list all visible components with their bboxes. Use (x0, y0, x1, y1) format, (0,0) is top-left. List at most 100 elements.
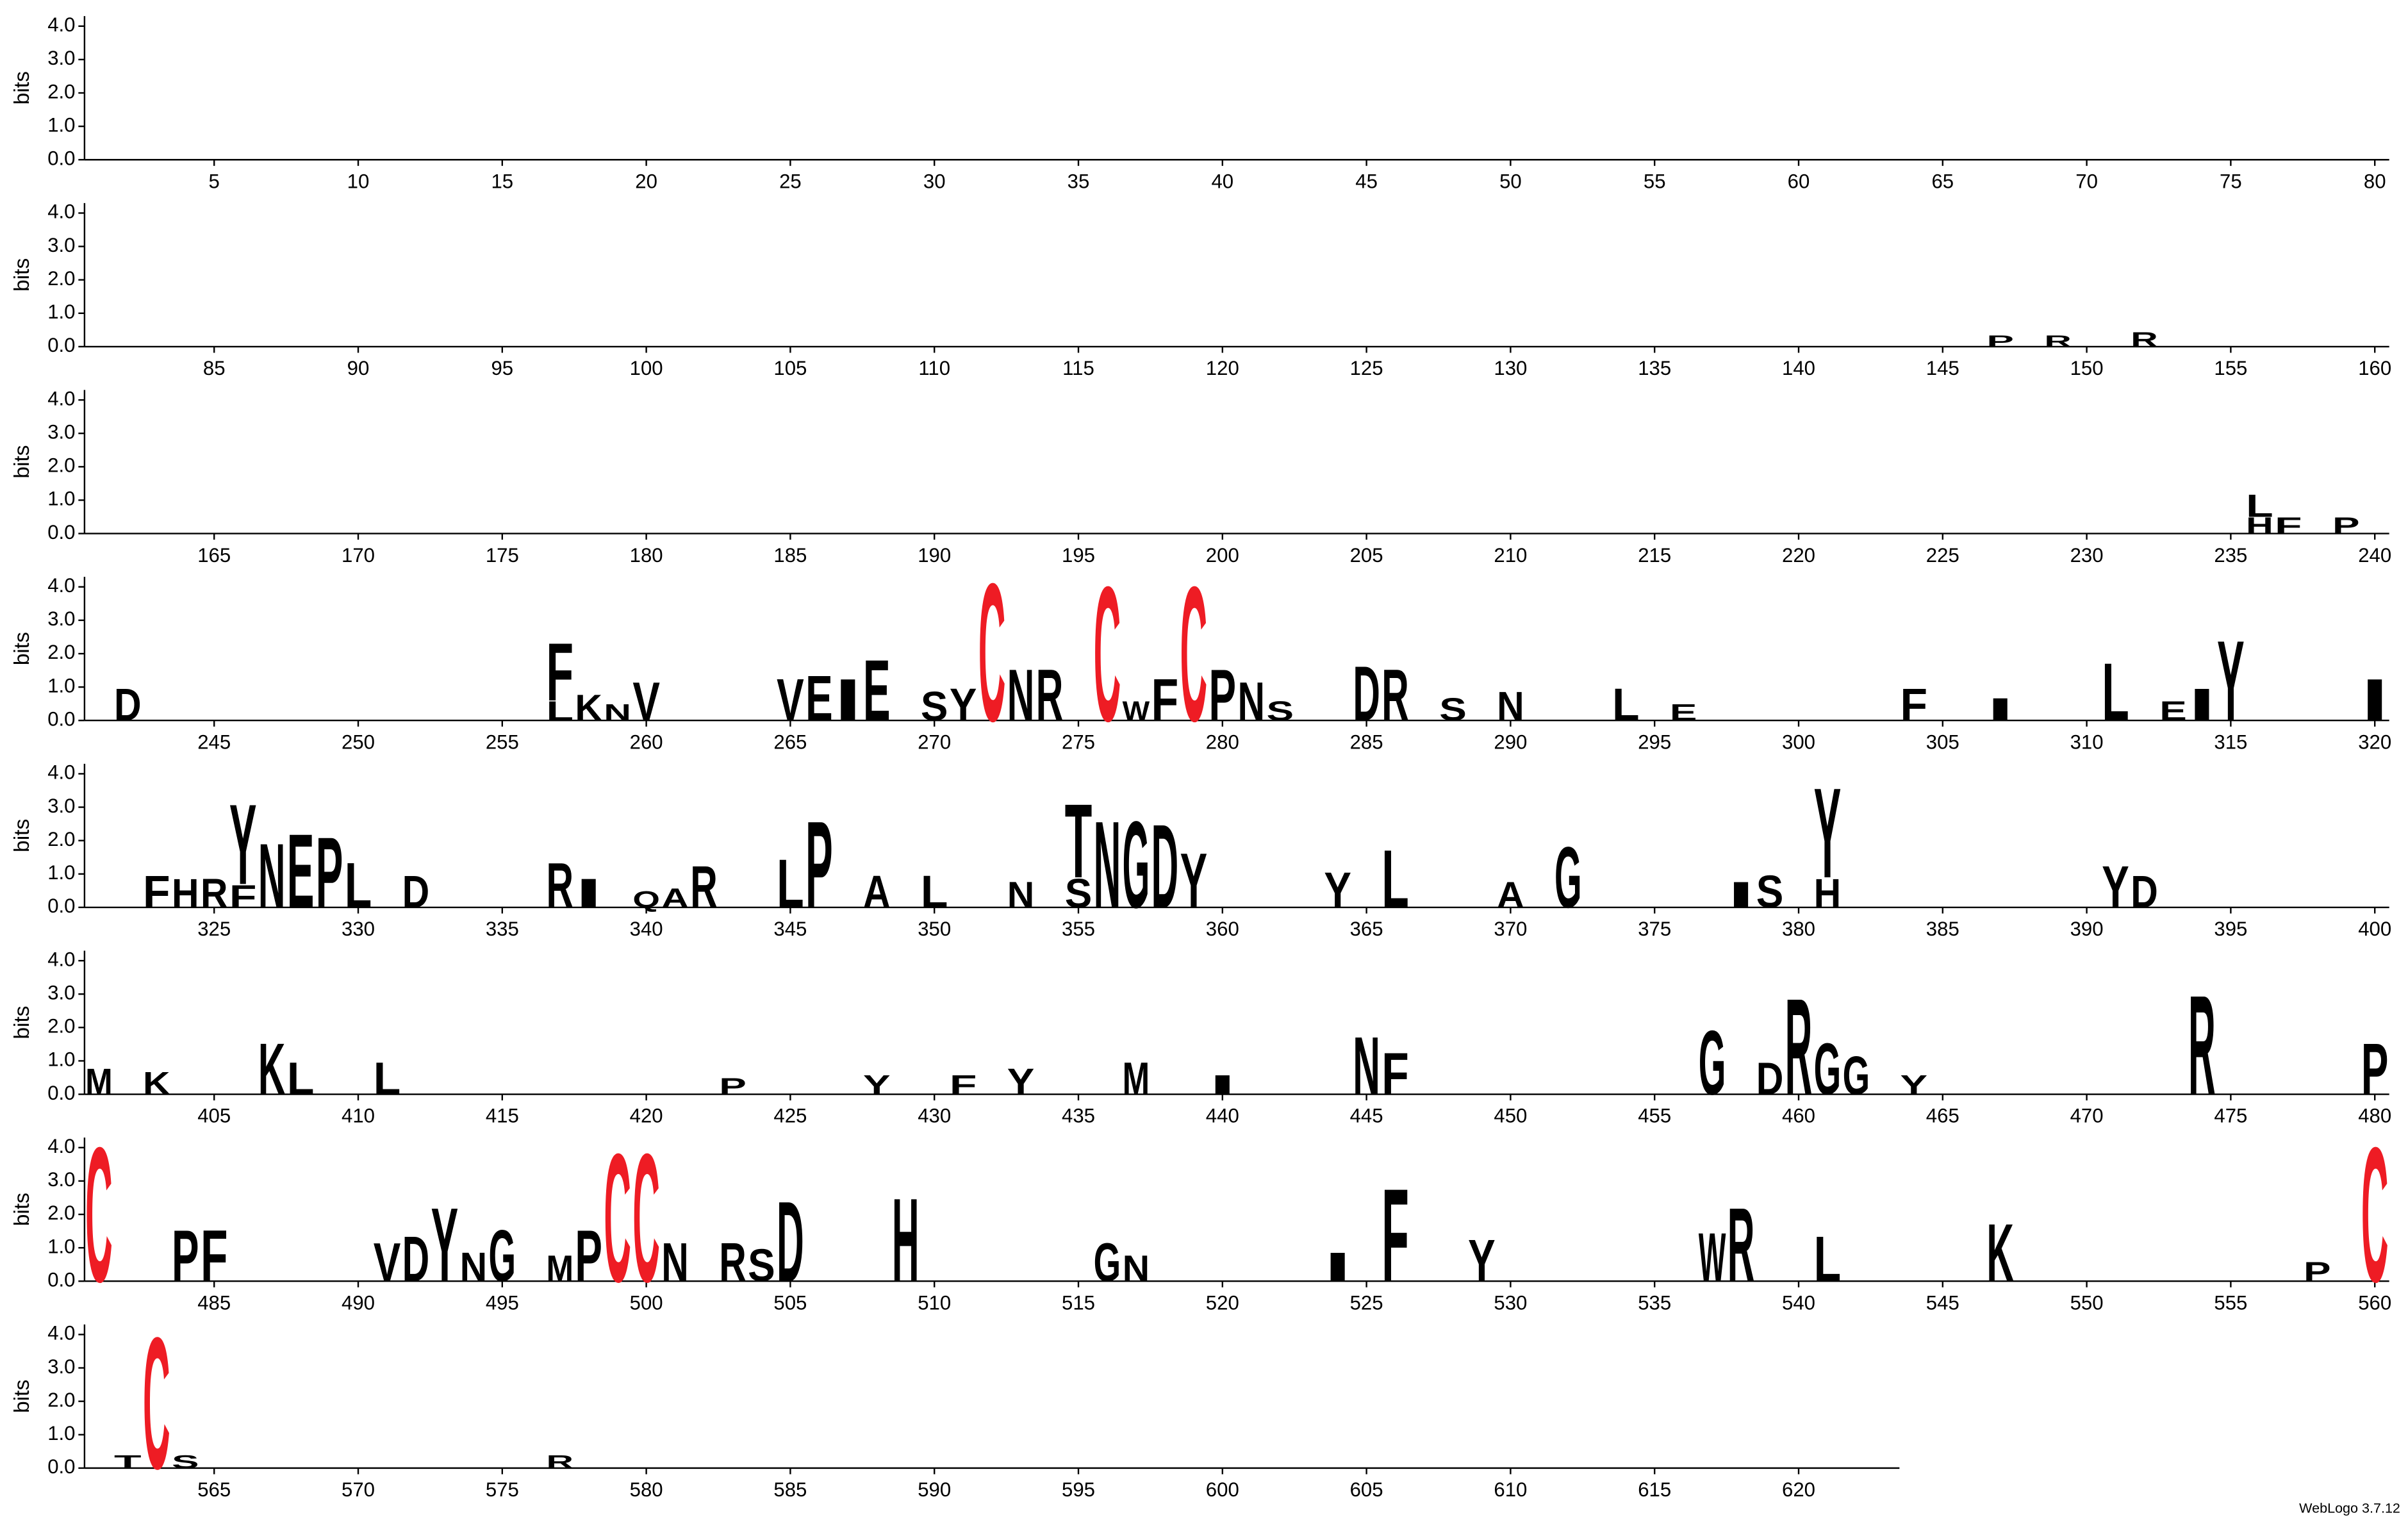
logo-letter: Y (1180, 838, 1208, 925)
x-tick-label: 20 (635, 170, 657, 192)
y-tick-label: 2.0 (47, 641, 75, 663)
logo-letter: D (777, 1179, 804, 1306)
x-tick-label: 50 (1499, 170, 1522, 192)
y-tick-label: 3.0 (47, 795, 75, 817)
x-tick-label: 250 (342, 731, 375, 753)
x-tick-label: 215 (1638, 544, 1671, 567)
y-tick-label: 0.0 (47, 707, 75, 730)
x-tick-label: 555 (2214, 1291, 2247, 1314)
x-tick-label: 600 (1206, 1478, 1239, 1501)
logo-letter: G (1814, 1029, 1842, 1111)
y-tick-label: 0.0 (47, 147, 75, 169)
logo-letter: A (661, 883, 689, 914)
logo-letter: V (374, 1232, 401, 1293)
logo-letter: Y (431, 1186, 459, 1304)
x-tick-label: 15 (491, 170, 513, 192)
logo-letter: R (546, 849, 573, 922)
x-tick-label: 610 (1494, 1478, 1527, 1501)
logo-letter: N (460, 1245, 488, 1290)
logo-letter: D (402, 1223, 430, 1295)
y-tick-label: 4.0 (47, 948, 75, 970)
x-tick-label: 40 (1211, 170, 1233, 192)
logo-letter: G (1699, 1012, 1726, 1114)
logo-letter: I (1324, 1245, 1351, 1290)
x-tick-label: 270 (918, 731, 951, 753)
logo-letter: R (1381, 654, 1409, 736)
x-tick-label: 165 (197, 544, 231, 567)
y-tick-label: 4.0 (47, 1135, 75, 1157)
x-tick-label: 320 (2358, 731, 2391, 753)
x-tick-label: 365 (1350, 918, 1383, 940)
logo-letter: A (1497, 874, 1524, 915)
x-tick-label: 115 (1062, 357, 1094, 379)
logo-letter: D (2131, 866, 2158, 918)
logo-letter: R (690, 853, 718, 920)
y-tick-label: 3.0 (47, 420, 75, 443)
logo-letter: R (2188, 966, 2216, 1125)
logo-letter: P (575, 1215, 602, 1297)
x-tick-label: 495 (486, 1291, 519, 1314)
logo-letter: L (374, 1054, 401, 1105)
logo-letter: R (546, 1452, 573, 1473)
x-tick-label: 615 (1638, 1478, 1671, 1501)
x-tick-label: 110 (918, 357, 950, 379)
logo-letter: F (950, 1070, 977, 1100)
x-tick-label: 385 (1926, 918, 1959, 940)
logo-letter: P (2361, 1029, 2389, 1111)
x-tick-label: 30 (923, 170, 946, 192)
logo-letter: S (748, 1240, 775, 1291)
y-tick-label: 4.0 (47, 201, 75, 223)
x-tick-label: 205 (1350, 544, 1383, 567)
y-tick-label: 3.0 (47, 47, 75, 69)
x-tick-label: 60 (1788, 170, 1810, 192)
x-tick-label: 315 (2214, 731, 2247, 753)
logo-letter: L (2246, 488, 2273, 524)
logo-letter: H (2246, 513, 2273, 538)
logo-letter: K (575, 688, 602, 729)
y-tick-label: 2.0 (47, 1202, 75, 1224)
logo-letter: Y (2102, 853, 2129, 920)
logo-letter: G (1843, 1045, 1870, 1106)
x-tick-label: 275 (1062, 731, 1095, 753)
logo-letter: C (85, 1107, 113, 1322)
y-tick-label: 4.0 (47, 387, 75, 409)
x-tick-label: 220 (1782, 544, 1815, 567)
logo-letter: V (632, 671, 660, 732)
logo-letter: R (2044, 333, 2072, 351)
logo-letter: H (1814, 871, 1842, 916)
x-tick-label: 440 (1206, 1105, 1239, 1127)
y-tick-label: 3.0 (47, 981, 75, 1004)
x-tick-label: 450 (1494, 1105, 1527, 1127)
logo-letter: I (2188, 679, 2216, 731)
logo-letter: E (805, 662, 833, 734)
y-axis-label: bits (10, 1193, 34, 1226)
logo-letter: F (1381, 1161, 1409, 1310)
y-tick-label: 4.0 (47, 761, 75, 784)
x-tick-label: 310 (2070, 731, 2104, 753)
logo-letter: S (1065, 871, 1093, 916)
x-tick-label: 560 (2358, 1291, 2391, 1314)
x-tick-label: 545 (1926, 1291, 1959, 1314)
y-tick-label: 1.0 (47, 1422, 75, 1444)
x-tick-label: 280 (1206, 731, 1239, 753)
y-tick-label: 1.0 (47, 861, 75, 884)
x-tick-label: 580 (630, 1478, 663, 1501)
x-tick-label: 575 (486, 1478, 519, 1501)
x-tick-label: 605 (1350, 1478, 1383, 1501)
x-tick-label: 470 (2070, 1105, 2104, 1127)
logo-letter: M (546, 1248, 573, 1289)
logo-letter: P (316, 817, 343, 929)
logo-letter: C (143, 1298, 170, 1508)
x-tick-label: 430 (918, 1105, 951, 1127)
y-axis-label: bits (10, 632, 34, 665)
x-tick-label: 80 (2364, 170, 2386, 192)
logo-letter: N (258, 825, 286, 927)
logo-letter: N (1237, 671, 1265, 732)
logo-letter: W (1699, 1220, 1726, 1296)
y-tick-label: 2.0 (47, 267, 75, 290)
x-tick-label: 405 (197, 1105, 231, 1127)
y-tick-label: 1.0 (47, 1235, 75, 1257)
x-tick-label: 380 (1782, 918, 1815, 940)
x-tick-label: 175 (486, 544, 519, 567)
